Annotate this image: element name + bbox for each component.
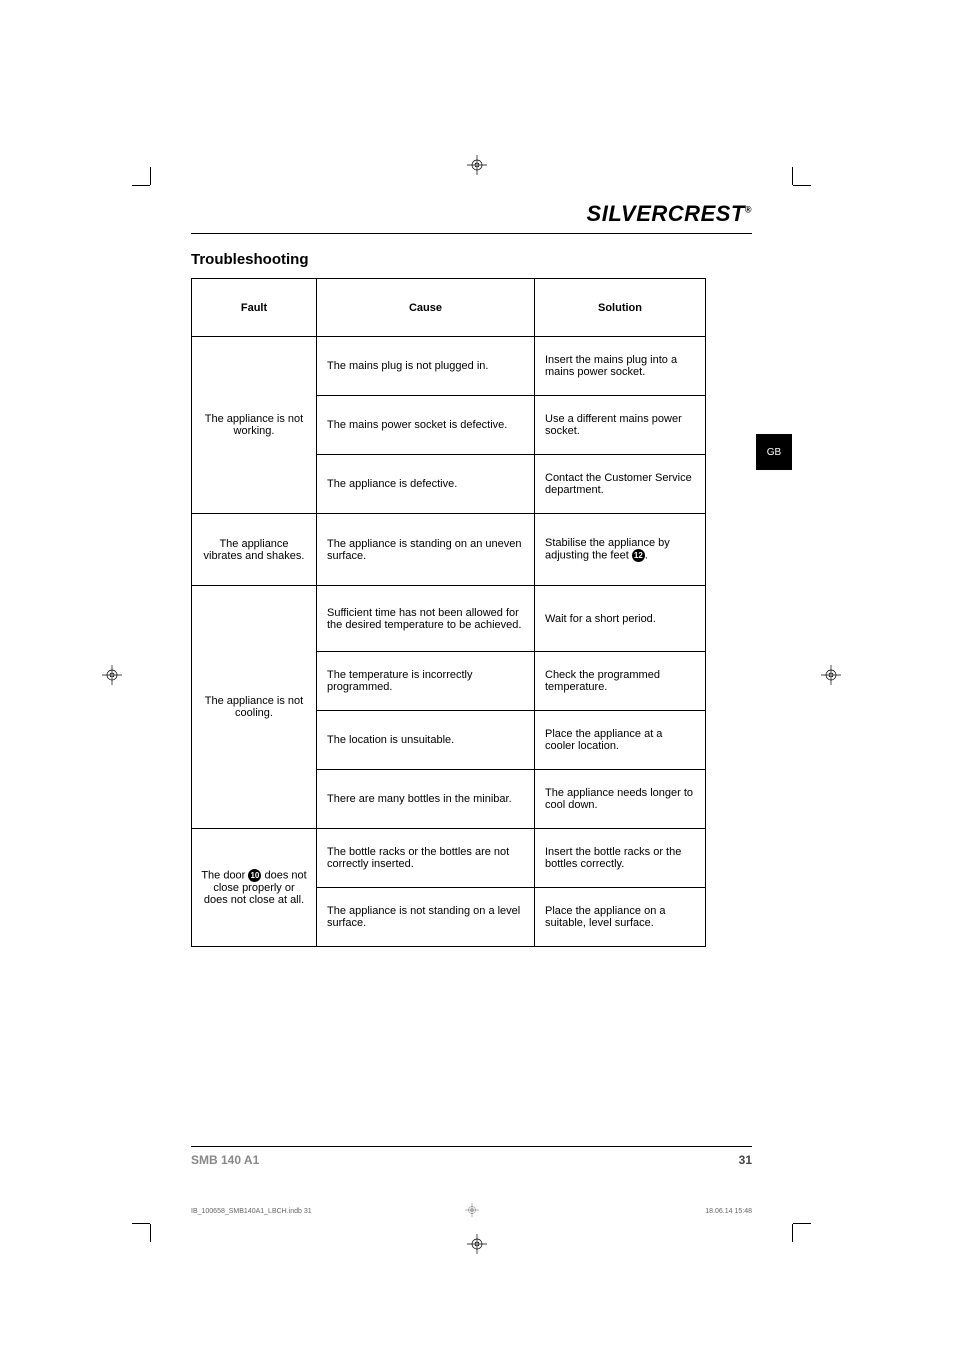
registration-mark-icon [465,1203,479,1217]
cause-cell: The location is unsuitable. [317,711,535,770]
registration-mark-icon [467,155,487,175]
cause-cell: The mains power socket is defective. [317,396,535,455]
page-container: SILVERCREST® Troubleshooting Fault Cause… [151,186,792,1223]
crop-mark [793,1223,811,1224]
fault-cell: The door 10 does not close properly or d… [192,829,317,947]
registration-mark-icon [102,665,122,685]
header-solution: Solution [535,279,706,337]
solution-text-post: . [645,549,648,561]
brand-logo: SILVERCREST® [587,201,752,227]
crop-mark [150,167,151,185]
solution-cell: Insert the mains plug into a mains power… [535,337,706,396]
language-tab: GB [756,434,792,470]
header-rule [191,233,752,234]
solution-cell: Place the appliance at a cooler location… [535,711,706,770]
table-row: The appliance is not working. The mains … [192,337,706,396]
crop-mark [132,1223,150,1224]
crop-mark [132,185,150,186]
cause-cell: The temperature is incorrectly programme… [317,652,535,711]
troubleshooting-table-wrap: Fault Cause Solution The appliance is no… [191,278,706,947]
imprint-date: 18.06.14 15:48 [705,1208,752,1215]
cause-cell: There are many bottles in the minibar. [317,770,535,829]
cause-cell: Sufficient time has not been allowed for… [317,586,535,652]
cause-cell: The bottle racks or the bottles are not … [317,829,535,888]
footer-model: SMB 140 A1 [191,1153,259,1167]
brand-reg: ® [745,205,752,215]
cause-cell: The mains plug is not plugged in. [317,337,535,396]
solution-cell: Check the programmed temperature. [535,652,706,711]
crop-mark [792,167,793,185]
table-row: The door 10 does not close properly or d… [192,829,706,888]
cause-cell: The appliance is standing on an uneven s… [317,514,535,586]
solution-cell: The appliance needs longer to cool down. [535,770,706,829]
section-heading: Troubleshooting [191,251,309,268]
crop-mark [792,1224,793,1242]
troubleshooting-table: Fault Cause Solution The appliance is no… [191,278,706,947]
cause-cell: The appliance is not standing on a level… [317,888,535,947]
table-header-row: Fault Cause Solution [192,279,706,337]
footer-page-number: 31 [739,1153,752,1167]
solution-cell: Place the appliance on a suitable, level… [535,888,706,947]
fault-cell: The appliance is not cooling. [192,586,317,829]
door-ref-icon: 10 [248,869,261,882]
solution-text-pre: Stabilise the appliance by adjusting the… [545,537,670,561]
brand-name: SILVERCREST [587,201,745,226]
registration-mark-icon [467,1234,487,1254]
header-cause: Cause [317,279,535,337]
feet-ref-icon: 12 [632,549,645,562]
table-row: The appliance is not cooling. Sufficient… [192,586,706,652]
fault-cell: The appliance is not working. [192,337,317,514]
fault-text-pre: The door [201,869,248,881]
cause-cell: The appliance is defective. [317,455,535,514]
solution-cell: Stabilise the appliance by adjusting the… [535,514,706,586]
crop-mark [150,1224,151,1242]
imprint-file: IB_100658_SMB140A1_LBCH.indb 31 [191,1208,312,1215]
footer-rule [191,1146,752,1147]
registration-mark-icon [821,665,841,685]
fault-cell: The appliance vibrates and shakes. [192,514,317,586]
solution-cell: Insert the bottle racks or the bottles c… [535,829,706,888]
solution-cell: Wait for a short period. [535,586,706,652]
crop-mark [793,185,811,186]
solution-cell: Use a different mains power socket. [535,396,706,455]
solution-cell: Contact the Customer Service department. [535,455,706,514]
header-fault: Fault [192,279,317,337]
table-row: The appliance vibrates and shakes. The a… [192,514,706,586]
